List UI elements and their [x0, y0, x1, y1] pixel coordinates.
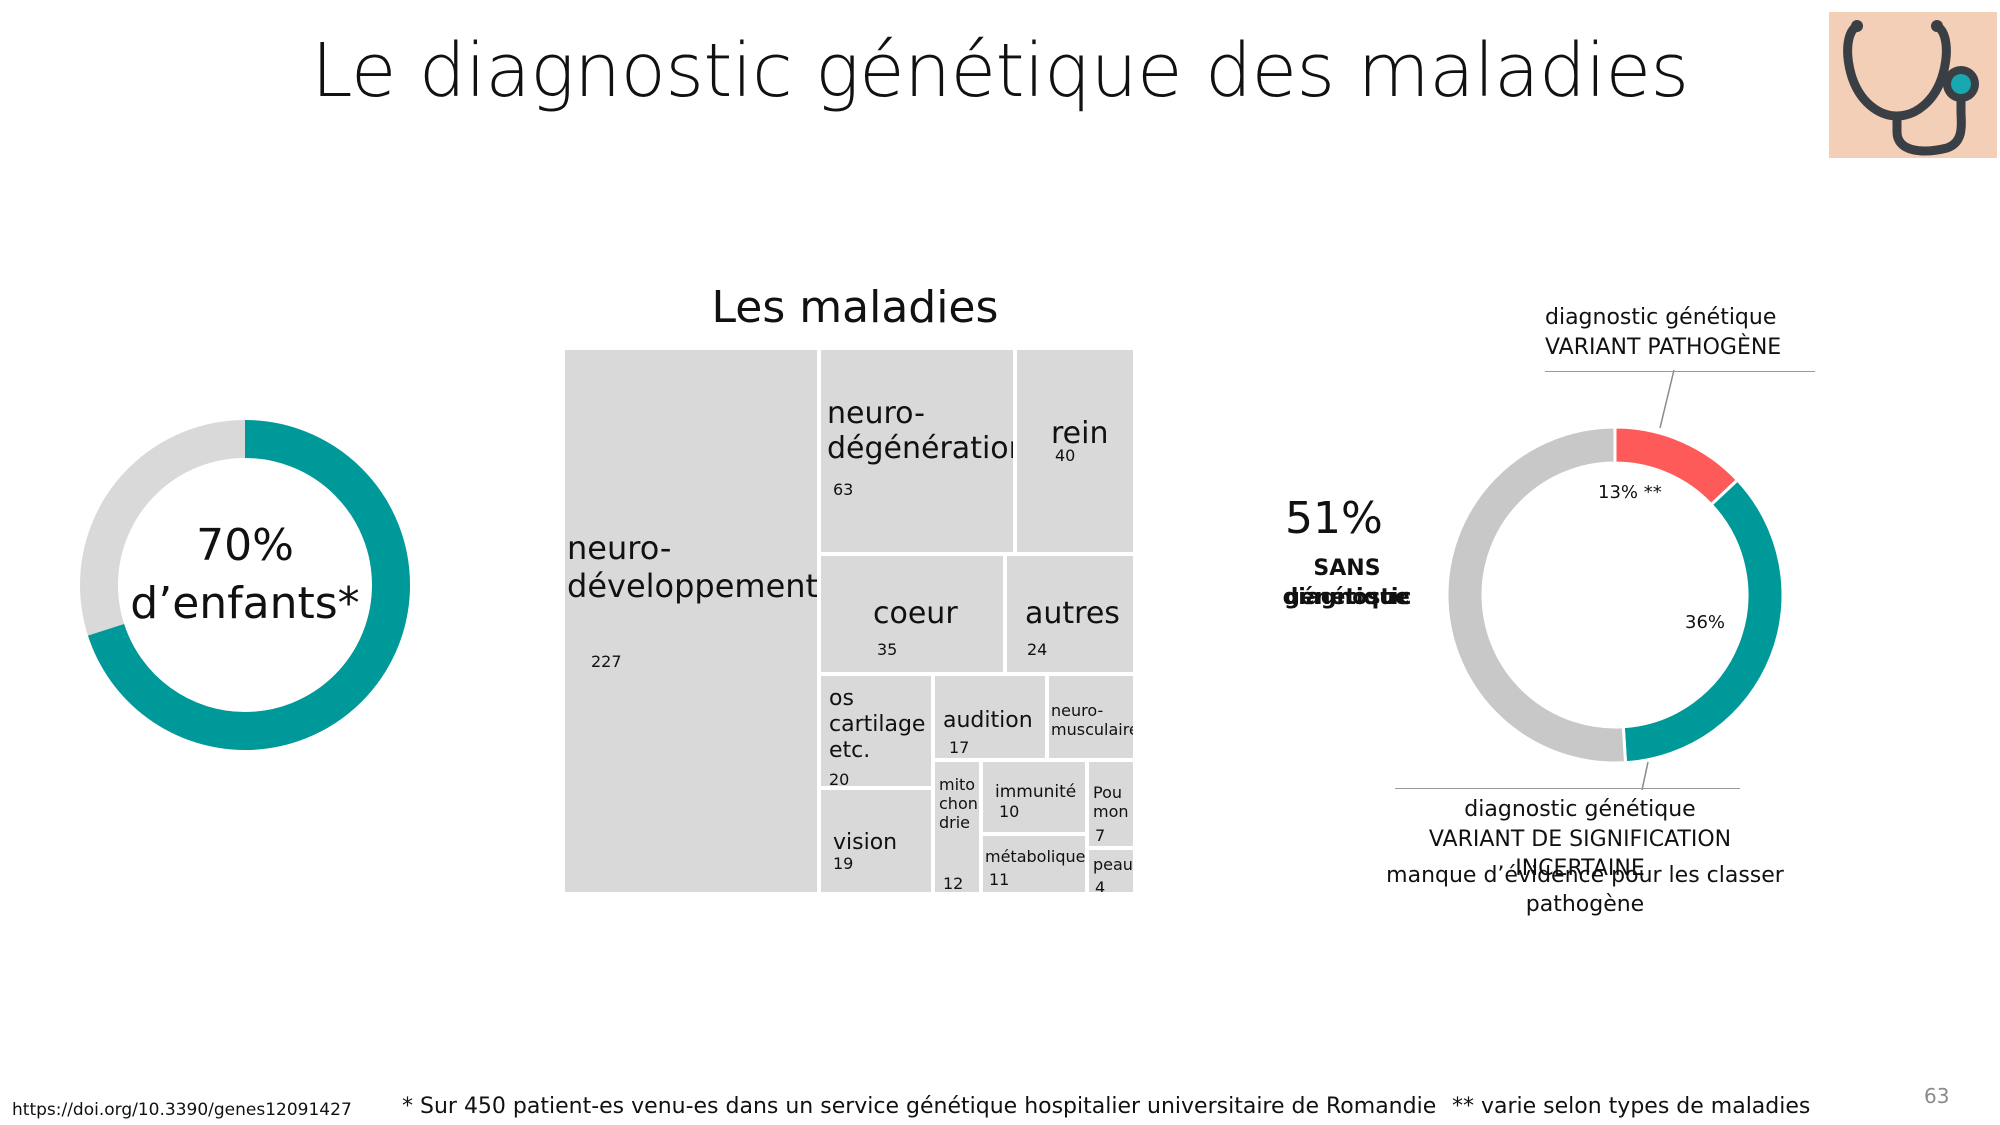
- treemap-cell-value: 20: [829, 770, 850, 788]
- segment-label-uncertain: 36%: [1685, 612, 1726, 633]
- treemap-cell-label: immunité: [995, 782, 1077, 802]
- treemap-cell: autres 24: [1005, 554, 1135, 674]
- page-number: 63: [1924, 1084, 1950, 1108]
- treemap-cell-label: neuro- musculaire: [1051, 701, 1135, 739]
- uncertain-annotation-line1: diagnostic génétique: [1464, 797, 1696, 822]
- treemap-cell-label: coeur: [873, 596, 958, 631]
- treemap-cell-value: 40: [1055, 446, 1076, 465]
- treemap-cell-label: os cartilage etc.: [829, 686, 926, 763]
- treemap-cell-label: neuro- dégénération: [827, 396, 1015, 467]
- stethoscope-icon: [1829, 12, 1997, 158]
- treemap-title: Les maladies: [711, 282, 999, 333]
- leader-line-uncertain: [1641, 761, 1649, 791]
- donut-percent-label: 70%: [196, 520, 294, 571]
- treemap-cell-value: 10: [999, 802, 1020, 821]
- treemap-cell: coeur 35: [819, 554, 1005, 674]
- children-percentage-donut: 70% d’enfants*: [60, 400, 430, 770]
- treemap-cell-value: 35: [877, 640, 898, 659]
- treemap-cell-label: mito chon drie: [939, 775, 978, 832]
- treemap-cell: neuro- dégénération 63: [819, 348, 1015, 554]
- no-diagnosis-percent: 51%: [1285, 493, 1383, 544]
- treemap-cell-label: peau: [1093, 855, 1133, 874]
- treemap-cell-label: neuro- développement: [567, 529, 819, 605]
- treemap-cell-label: Pou mon: [1093, 783, 1129, 821]
- diagnosis-donut: 13% ** 36%: [1420, 369, 1810, 791]
- treemap-cell-label: vision: [833, 830, 898, 855]
- treemap-cell-value: 17: [949, 738, 970, 757]
- uncertain-annotation-line2: VARIANT DE SIGNIFICATION INCERTAINE: [1428, 827, 1732, 881]
- donut-segment-2: [1445, 425, 1628, 765]
- no-diagnosis-caption-2: génétique: [1284, 585, 1410, 610]
- diseases-treemap: neuro- développement 227 neuro- dégénérati…: [563, 348, 1135, 894]
- treemap-cell: Pou mon 7: [1087, 760, 1135, 848]
- treemap-cell: rein 40: [1015, 348, 1135, 554]
- footnote-variation: ** varie selon types de maladies: [1452, 1094, 1811, 1119]
- no-diagnosis-caption-1: SANS diagnostic: [1282, 556, 1412, 610]
- donut-main-arc: [80, 420, 410, 750]
- pathogenic-annotation-line1: diagnostic génétique: [1545, 305, 1777, 330]
- treemap-cell: métabolique 11: [981, 834, 1087, 894]
- treemap-cell: immunité 10: [981, 760, 1087, 834]
- treemap-cell: neuro- développement 227: [563, 348, 819, 894]
- pathogenic-annotation-rule: [1545, 371, 1815, 372]
- uncertain-annotation-rule: [1395, 788, 1740, 789]
- treemap-cell: peau 4: [1087, 848, 1135, 894]
- treemap-cell-value: 24: [1027, 640, 1048, 659]
- treemap-cell: vision 19: [819, 788, 933, 894]
- doi-link[interactable]: https://doi.org/10.3390/genes12091427: [12, 1100, 352, 1120]
- treemap-cell: mito chon drie 12: [933, 760, 981, 894]
- footnote-patients: * Sur 450 patient-es venu-es dans un ser…: [402, 1094, 1437, 1119]
- treemap-cell-value: 4: [1095, 878, 1106, 894]
- slide-title: Le diagnostic génétique des maladies: [311, 28, 1689, 114]
- pathogenic-annotation-line2: VARIANT PATHOGÈNE: [1545, 335, 1782, 360]
- treemap-cell-value: 19: [833, 854, 854, 873]
- treemap-cell-value: 12: [943, 874, 964, 893]
- treemap-cell-value: 11: [989, 870, 1010, 889]
- treemap-cell-value: 227: [591, 652, 622, 671]
- treemap-cell-value: 63: [833, 480, 854, 499]
- treemap-cell: neuro- musculaire: [1047, 674, 1135, 760]
- leader-line-pathogenic: [1659, 369, 1675, 429]
- donut-caption: d’enfants*: [130, 578, 360, 629]
- treemap-cell: os cartilage etc. 20: [819, 674, 933, 788]
- treemap-cell-label: rein: [1051, 416, 1109, 451]
- treemap-cell-label: audition: [943, 708, 1033, 733]
- segment-label-pathogenic: 13% **: [1598, 482, 1662, 503]
- treemap-cell-value: 7: [1095, 826, 1106, 845]
- treemap-cell-label: autres: [1025, 596, 1120, 631]
- treemap-cell-label: métabolique: [985, 847, 1086, 866]
- uncertain-annotation-line3: manque d’évidence pour les classer patho…: [1386, 863, 1784, 917]
- treemap-cell: audition 17: [933, 674, 1047, 760]
